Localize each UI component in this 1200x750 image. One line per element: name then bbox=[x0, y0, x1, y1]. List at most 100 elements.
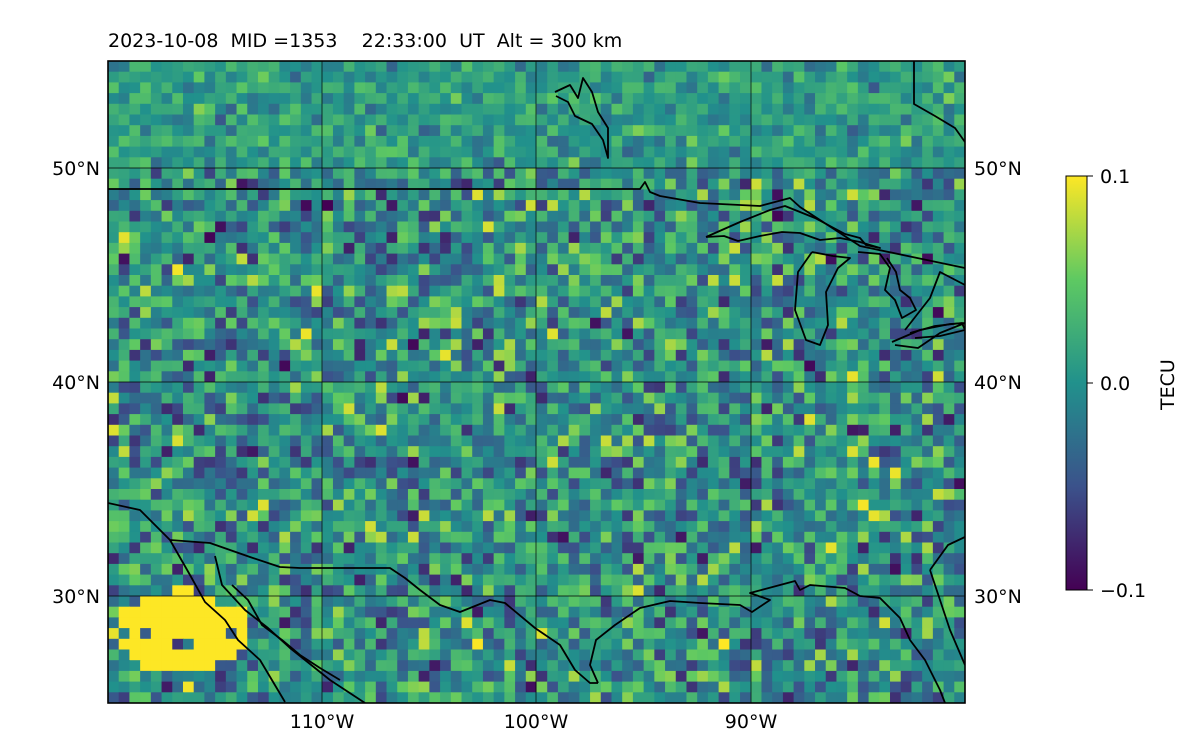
heatmap-cell bbox=[182, 649, 195, 661]
heatmap-cell bbox=[161, 200, 173, 212]
heatmap-cell bbox=[193, 339, 206, 351]
heatmap-cell bbox=[761, 478, 773, 490]
heatmap-cell bbox=[354, 649, 366, 661]
heatmap-cell bbox=[407, 328, 420, 340]
heatmap-cell bbox=[450, 692, 463, 703]
heatmap-cell bbox=[922, 71, 934, 83]
heatmap-cell bbox=[943, 200, 955, 212]
heatmap-cell bbox=[182, 531, 195, 544]
heatmap-cell bbox=[707, 349, 720, 362]
heatmap-cell bbox=[386, 275, 398, 287]
heatmap-cell bbox=[665, 382, 677, 394]
heatmap-cell bbox=[547, 200, 559, 212]
heatmap-cell bbox=[611, 189, 623, 201]
heatmap-cell bbox=[418, 371, 430, 383]
heatmap-cell bbox=[300, 596, 313, 608]
heatmap-cell bbox=[536, 275, 548, 287]
heatmap-cell bbox=[418, 681, 430, 693]
heatmap-cell bbox=[279, 360, 291, 372]
heatmap-cell bbox=[943, 628, 955, 640]
heatmap-cell bbox=[665, 649, 677, 661]
heatmap-cell bbox=[890, 285, 902, 297]
heatmap-cell bbox=[590, 414, 602, 426]
heatmap-cell bbox=[847, 135, 859, 148]
heatmap-cell bbox=[590, 232, 602, 244]
heatmap-cell bbox=[440, 328, 452, 340]
heatmap-cell bbox=[729, 307, 741, 319]
heatmap-cell bbox=[365, 253, 377, 265]
heatmap-cell bbox=[675, 264, 688, 276]
heatmap-cell bbox=[193, 681, 206, 693]
heatmap-cell bbox=[729, 467, 741, 479]
heatmap-cell bbox=[536, 521, 548, 533]
heatmap-cell bbox=[504, 553, 516, 565]
heatmap-cell bbox=[332, 285, 345, 297]
heatmap-cell bbox=[407, 264, 420, 276]
heatmap-cell bbox=[857, 264, 870, 276]
heatmap-cell bbox=[911, 221, 923, 233]
heatmap-cell bbox=[879, 221, 891, 233]
heatmap-cell bbox=[140, 617, 152, 629]
heatmap-cell bbox=[868, 392, 880, 404]
heatmap-cell bbox=[343, 371, 355, 383]
heatmap-cell bbox=[900, 146, 913, 158]
heatmap-cell bbox=[568, 125, 580, 137]
heatmap-cell bbox=[193, 61, 206, 73]
heatmap-cell bbox=[429, 221, 441, 233]
heatmap-cell bbox=[868, 275, 880, 287]
heatmap-cell bbox=[729, 157, 741, 169]
heatmap-cell bbox=[932, 649, 945, 661]
heatmap-cell bbox=[943, 178, 955, 190]
heatmap-cell bbox=[611, 93, 623, 105]
heatmap-cell bbox=[118, 135, 131, 148]
heatmap-cell bbox=[686, 681, 698, 693]
heatmap-cell bbox=[600, 317, 613, 330]
heatmap-cell bbox=[450, 638, 463, 651]
heatmap-cell bbox=[322, 339, 334, 351]
heatmap-cell bbox=[954, 264, 965, 276]
heatmap-cell bbox=[450, 93, 463, 105]
heatmap-cell bbox=[750, 681, 763, 693]
heatmap-cell bbox=[857, 242, 870, 255]
heatmap-cell bbox=[718, 103, 730, 116]
heatmap-cell bbox=[150, 596, 163, 608]
heatmap-cell bbox=[397, 82, 409, 94]
heatmap-cell bbox=[547, 189, 559, 201]
heatmap-cell bbox=[782, 157, 795, 169]
heatmap-cell bbox=[718, 382, 730, 394]
heatmap-cell bbox=[868, 414, 880, 426]
heatmap-cell bbox=[547, 392, 559, 404]
heatmap-cell bbox=[354, 135, 366, 148]
heatmap-cell bbox=[836, 489, 848, 501]
heatmap-cell bbox=[879, 253, 891, 265]
heatmap-cell bbox=[782, 125, 795, 137]
heatmap-cell bbox=[300, 403, 313, 415]
heatmap-cell bbox=[686, 435, 698, 447]
heatmap-cell bbox=[343, 531, 355, 544]
heatmap-cell bbox=[654, 456, 666, 469]
heatmap-cell bbox=[911, 168, 923, 180]
heatmap-cell bbox=[407, 157, 420, 169]
heatmap-cell bbox=[611, 467, 623, 479]
heatmap-cell bbox=[750, 649, 763, 661]
heatmap-cell bbox=[804, 146, 816, 158]
heatmap-cell bbox=[900, 317, 913, 330]
heatmap-cell bbox=[461, 563, 473, 576]
heatmap-cell bbox=[772, 531, 784, 544]
heatmap-cell bbox=[300, 221, 313, 233]
heatmap-cell bbox=[568, 617, 580, 629]
heatmap-cell bbox=[407, 125, 420, 137]
heatmap-cell bbox=[879, 360, 891, 372]
heatmap-cell bbox=[590, 467, 602, 479]
heatmap-cell bbox=[290, 478, 302, 490]
heatmap-cell bbox=[375, 264, 388, 276]
heatmap-cell bbox=[386, 606, 398, 618]
heatmap-cell bbox=[525, 638, 538, 651]
heatmap-cell bbox=[172, 606, 184, 618]
heatmap-cell bbox=[365, 285, 377, 297]
heatmap-cell bbox=[108, 435, 120, 447]
heatmap-cell bbox=[568, 489, 580, 501]
heatmap-cell bbox=[890, 168, 902, 180]
heatmap-cell bbox=[215, 264, 227, 276]
heatmap-cell bbox=[750, 510, 763, 522]
